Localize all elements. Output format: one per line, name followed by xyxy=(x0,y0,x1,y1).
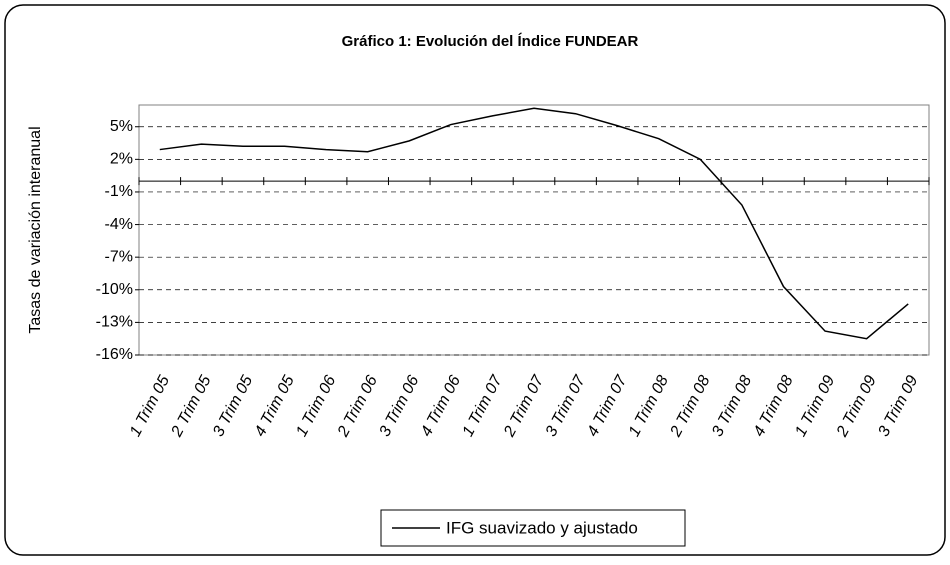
y-tick-label: -13% xyxy=(96,314,133,331)
y-tick-label: 2% xyxy=(110,151,133,168)
legend-label: IFG suavizado y ajustado xyxy=(446,518,638,537)
y-tick-label: -10% xyxy=(96,281,133,298)
chart-title: Gráfico 1: Evolución del Índice FUNDEAR xyxy=(342,33,639,50)
y-tick-label: -4% xyxy=(105,216,133,233)
y-tick-label: -1% xyxy=(105,183,133,200)
plot-area xyxy=(138,104,930,356)
legend: IFG suavizado y ajustado xyxy=(380,509,686,547)
y-axis-label: Tasas de variación interanual xyxy=(27,126,44,333)
y-tick-label: 5% xyxy=(110,118,133,135)
data-line xyxy=(159,107,909,340)
y-tick-label: -16% xyxy=(96,346,133,363)
y-tick-label: -7% xyxy=(105,248,133,265)
